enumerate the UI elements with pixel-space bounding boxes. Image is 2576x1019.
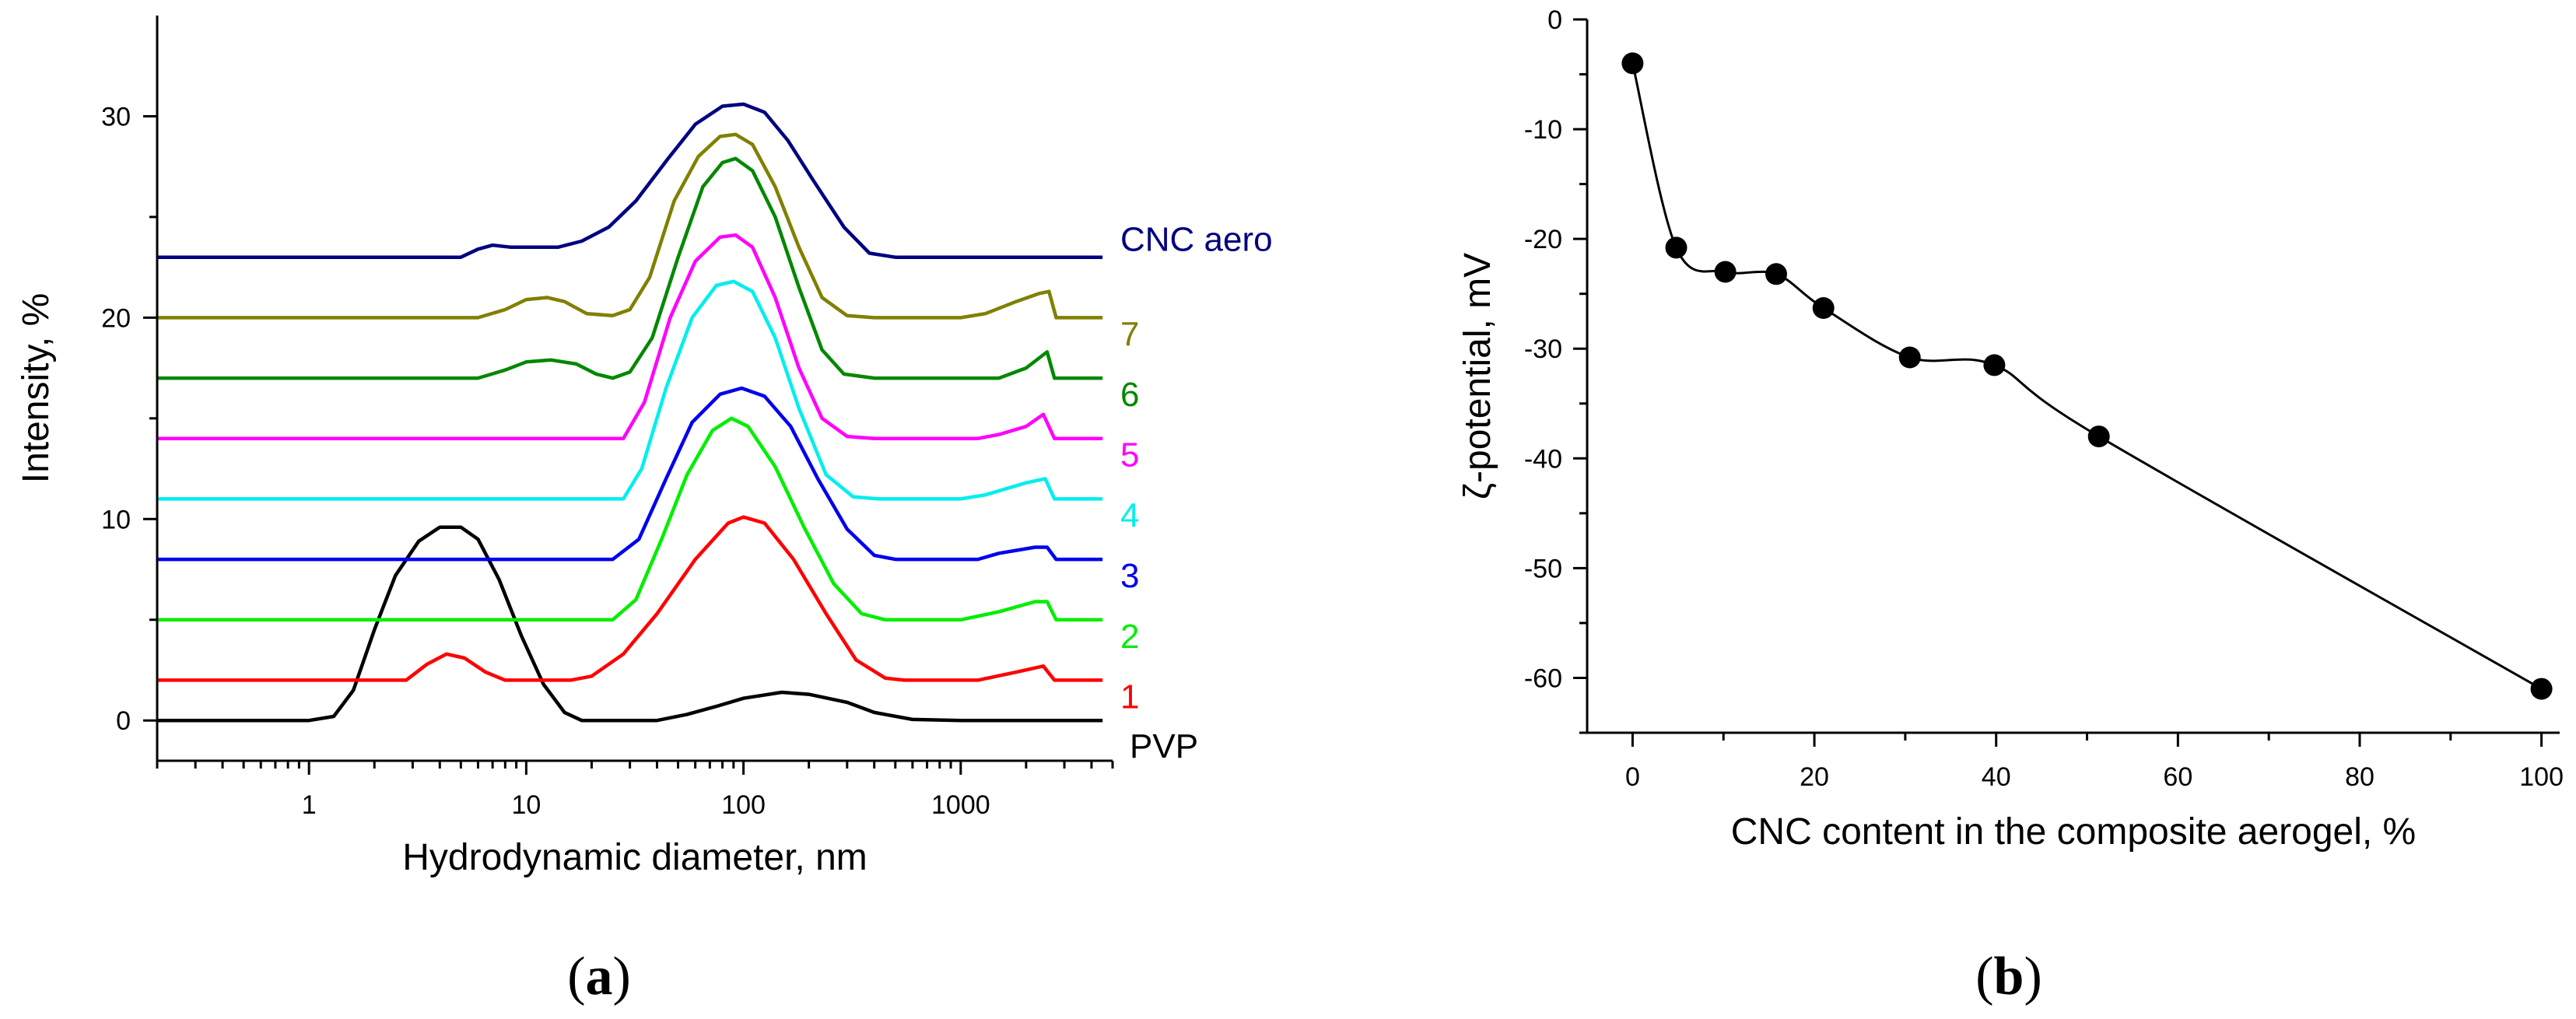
series-label-4: 4 (1120, 496, 1139, 534)
y-tick-label: 20 (101, 303, 131, 333)
series-label-5: 5 (1120, 436, 1139, 474)
x-tick-label: 0 (1625, 762, 1640, 792)
panel-a: 1 10 100 1000 0 10 20 30 PVP 1 2 3 4 5 6 7 CNC aero Hy… (16, 16, 1273, 1007)
data-point (2087, 425, 2110, 448)
x-tick-label: 100 (2519, 762, 2564, 792)
data-point (1983, 354, 2006, 376)
panel-a-x-ticks: 1 10 100 1000 (156, 761, 1114, 820)
series-line-3 (157, 386, 1103, 562)
series-label-1: 1 (1120, 678, 1139, 716)
panel-a-y-ticks: 0 10 20 30 (101, 102, 157, 736)
y-tick-label: -60 (1524, 664, 1562, 693)
panel-b-y-ticks: 0 -10 -20 -30 -40 -50 -60 (1524, 5, 1587, 734)
series-line-cnc-aero (157, 102, 1103, 259)
series-label-2: 2 (1120, 618, 1139, 656)
series-label-pvp: PVP (1130, 727, 1198, 765)
y-tick-label: -40 (1524, 444, 1562, 474)
panel-a-series-lines (157, 102, 1103, 723)
panel-b-y-axis-title: ζ-potential, mV (1457, 253, 1498, 499)
panel-a-y-axis-title: Intensity, % (16, 293, 57, 484)
data-point (1714, 261, 1737, 283)
y-tick-label: 0 (116, 706, 131, 736)
data-point (1621, 52, 1644, 75)
y-tick-label: -10 (1524, 115, 1562, 145)
panel-a-series-labels: PVP 1 2 3 4 5 6 7 CNC aero (1120, 221, 1273, 766)
series-line-4 (157, 279, 1103, 501)
y-tick-label: -50 (1524, 554, 1562, 583)
panel-b-data-points (1621, 52, 2553, 700)
x-tick-label: 1 (302, 790, 317, 820)
series-label-7: 7 (1120, 315, 1139, 353)
series-line-2 (157, 416, 1103, 622)
panel-a-label: (a) (567, 947, 631, 1007)
series-line-pvp (157, 525, 1103, 723)
y-tick-label: 0 (1547, 5, 1562, 35)
data-point (1812, 297, 1835, 319)
panel-a-x-axis-title: Hydrodynamic diameter, nm (402, 837, 867, 878)
panel-b-label: (b) (1975, 947, 2042, 1007)
data-point (2530, 678, 2553, 700)
x-tick-label: 60 (2163, 762, 2192, 792)
series-line-6 (157, 156, 1103, 380)
series-line-5 (157, 233, 1103, 440)
series-line-7 (157, 132, 1103, 320)
series-line-1 (157, 515, 1103, 682)
panel-b-fit-curve (1631, 63, 2543, 690)
panel-b-x-axis-title: CNC content in the composite aerogel, % (1731, 811, 2416, 853)
y-tick-label: -20 (1524, 225, 1562, 254)
x-tick-label: 100 (721, 790, 766, 820)
panel-b: 0 20 40 60 80 100 0 -10 -20 -30 -40 -50 -60 CNC con… (1457, 5, 2564, 1007)
panel-b-x-ticks: 0 20 40 60 80 100 (1625, 733, 2564, 792)
y-tick-label: -30 (1524, 334, 1562, 364)
x-tick-label: 10 (511, 790, 541, 820)
fit-line (1631, 63, 2543, 690)
data-point (1665, 236, 1688, 259)
data-point (1898, 346, 1921, 369)
series-label-6: 6 (1120, 376, 1139, 414)
data-point (1765, 263, 1787, 285)
x-tick-label: 80 (2345, 762, 2374, 792)
series-label-3: 3 (1120, 557, 1139, 595)
series-label-cnc-aero: CNC aero (1120, 221, 1273, 259)
y-tick-label: 10 (101, 505, 131, 534)
x-tick-label: 20 (1800, 762, 1829, 792)
y-tick-label: 30 (101, 102, 131, 131)
x-tick-label: 40 (1982, 762, 2011, 792)
x-tick-label: 1000 (931, 790, 990, 820)
